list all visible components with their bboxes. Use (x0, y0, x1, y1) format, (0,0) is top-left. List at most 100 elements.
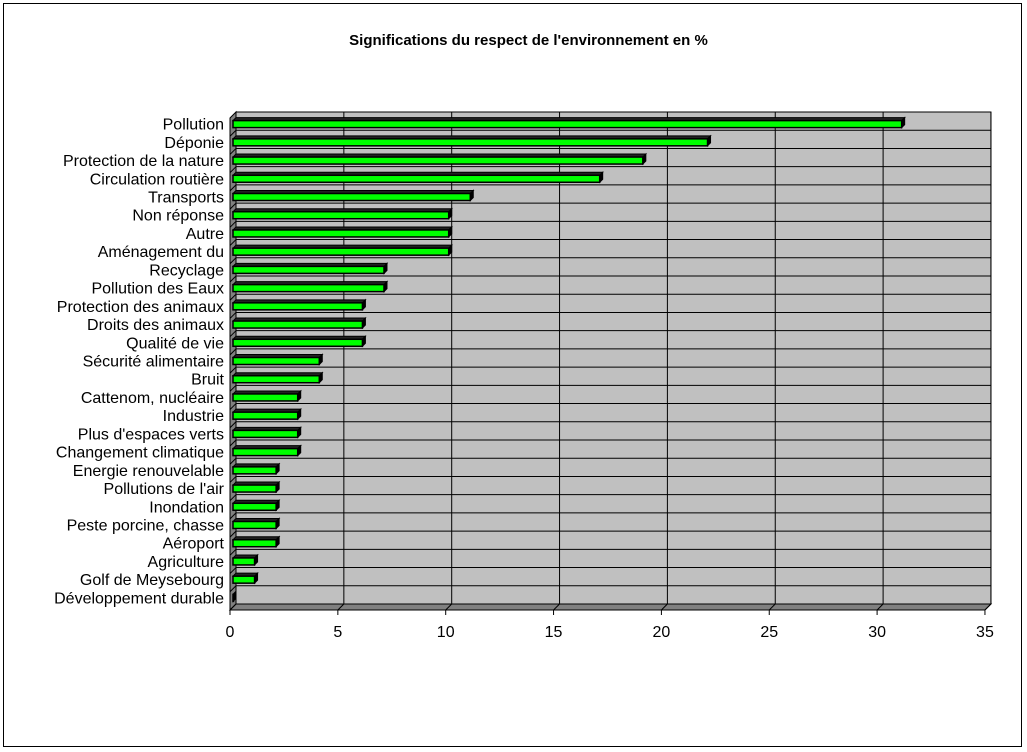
x-tick-label: 35 (976, 624, 994, 641)
bar (231, 389, 302, 403)
bar-front (232, 192, 472, 202)
floor-gridline (661, 603, 668, 611)
bar-front (232, 502, 277, 512)
row-separator-side (229, 366, 237, 374)
category-label: Aménagement du (98, 244, 224, 261)
category-label: Agriculture (148, 554, 225, 571)
bar-front (232, 593, 235, 603)
bar (231, 335, 367, 348)
floor-gridline (768, 603, 776, 611)
bar-front (232, 429, 299, 439)
bar-front (232, 356, 321, 366)
bar-front (232, 466, 277, 475)
bar (231, 225, 453, 239)
category-label: Pollution (163, 117, 224, 134)
category-label: Autre (186, 226, 224, 243)
bar-front (232, 538, 277, 548)
bar (231, 152, 648, 166)
bar (231, 316, 367, 330)
bar (232, 590, 237, 603)
floor-gridline (553, 603, 560, 611)
category-label: Cattenom, nucléaire (81, 390, 224, 407)
row-separator-side (229, 257, 237, 265)
bar-front (232, 138, 709, 147)
category-label: Transports (148, 190, 224, 207)
row-separator-side (229, 494, 237, 502)
floor-gridline (337, 603, 345, 611)
bar-front (232, 265, 385, 275)
bar-front (232, 320, 364, 329)
bar (231, 280, 389, 293)
x-tick-labels: 0 5 10 15 20 25 30 35 (226, 624, 994, 641)
row-separator-side (229, 148, 237, 155)
row-separator-side (229, 585, 237, 593)
bar-front (232, 119, 903, 129)
row-separator-side (229, 202, 237, 210)
bar-front (232, 229, 450, 238)
bar (231, 243, 453, 257)
category-label: Golf de Meysebourg (80, 572, 224, 589)
row-separator-side (229, 384, 237, 392)
x-tick-label: 15 (545, 624, 563, 641)
floor-gridline (229, 603, 237, 611)
row-separator-side (229, 476, 237, 483)
bar-front (232, 174, 601, 184)
gridlines (229, 112, 992, 615)
bar-front (232, 283, 385, 293)
bar (231, 298, 367, 312)
bar (231, 189, 475, 202)
bar (231, 480, 281, 494)
category-label: Protection de la nature (63, 153, 224, 170)
bar (231, 407, 302, 421)
bar-front (232, 520, 277, 530)
category-label: Qualité de vie (126, 335, 224, 352)
category-label: Sécurité alimentaire (83, 354, 225, 371)
category-label: Circulation routière (90, 171, 224, 188)
plot-floor (228, 603, 993, 611)
bar-front (232, 447, 299, 457)
bar (231, 262, 389, 275)
bar-front (232, 557, 256, 566)
bar-front (232, 411, 299, 420)
bar (231, 171, 604, 184)
bar-front (232, 210, 450, 220)
row-separator-side (229, 457, 237, 465)
x-tick-label: 10 (437, 624, 455, 641)
bar-front (232, 575, 256, 584)
category-label: Energie renouvelable (73, 463, 224, 480)
row-separator-side (229, 312, 237, 319)
bar (231, 371, 324, 384)
row-separator-side (229, 275, 237, 283)
bar (231, 499, 281, 512)
bar-front (232, 247, 450, 256)
bar-front (232, 338, 364, 348)
bar (231, 207, 453, 220)
category-label: Industrie (163, 408, 224, 425)
row-separator-side (229, 512, 237, 520)
row-separator-side (229, 421, 237, 429)
row-separator-side (229, 348, 237, 356)
category-label: Bruit (191, 372, 224, 389)
floor-gridline (984, 603, 992, 611)
row-separator-side (229, 129, 237, 137)
row-separator-side (229, 239, 237, 246)
category-label: Inondation (149, 499, 224, 516)
category-label: Recyclage (149, 262, 224, 279)
bar (231, 134, 712, 148)
bar (231, 462, 281, 476)
x-tick-label: 5 (333, 624, 342, 641)
row-separator-side (229, 330, 237, 338)
bars (231, 116, 906, 603)
bar-front (232, 156, 644, 165)
bar-front (232, 302, 364, 311)
x-tick-label: 20 (653, 624, 671, 641)
bar (231, 571, 259, 585)
bar-front (232, 374, 321, 384)
category-label: Aéroport (163, 536, 225, 553)
bar-front (232, 484, 277, 493)
floor-gridline (445, 603, 453, 611)
row-separator-side (229, 184, 237, 192)
x-tick-label: 30 (868, 624, 886, 641)
